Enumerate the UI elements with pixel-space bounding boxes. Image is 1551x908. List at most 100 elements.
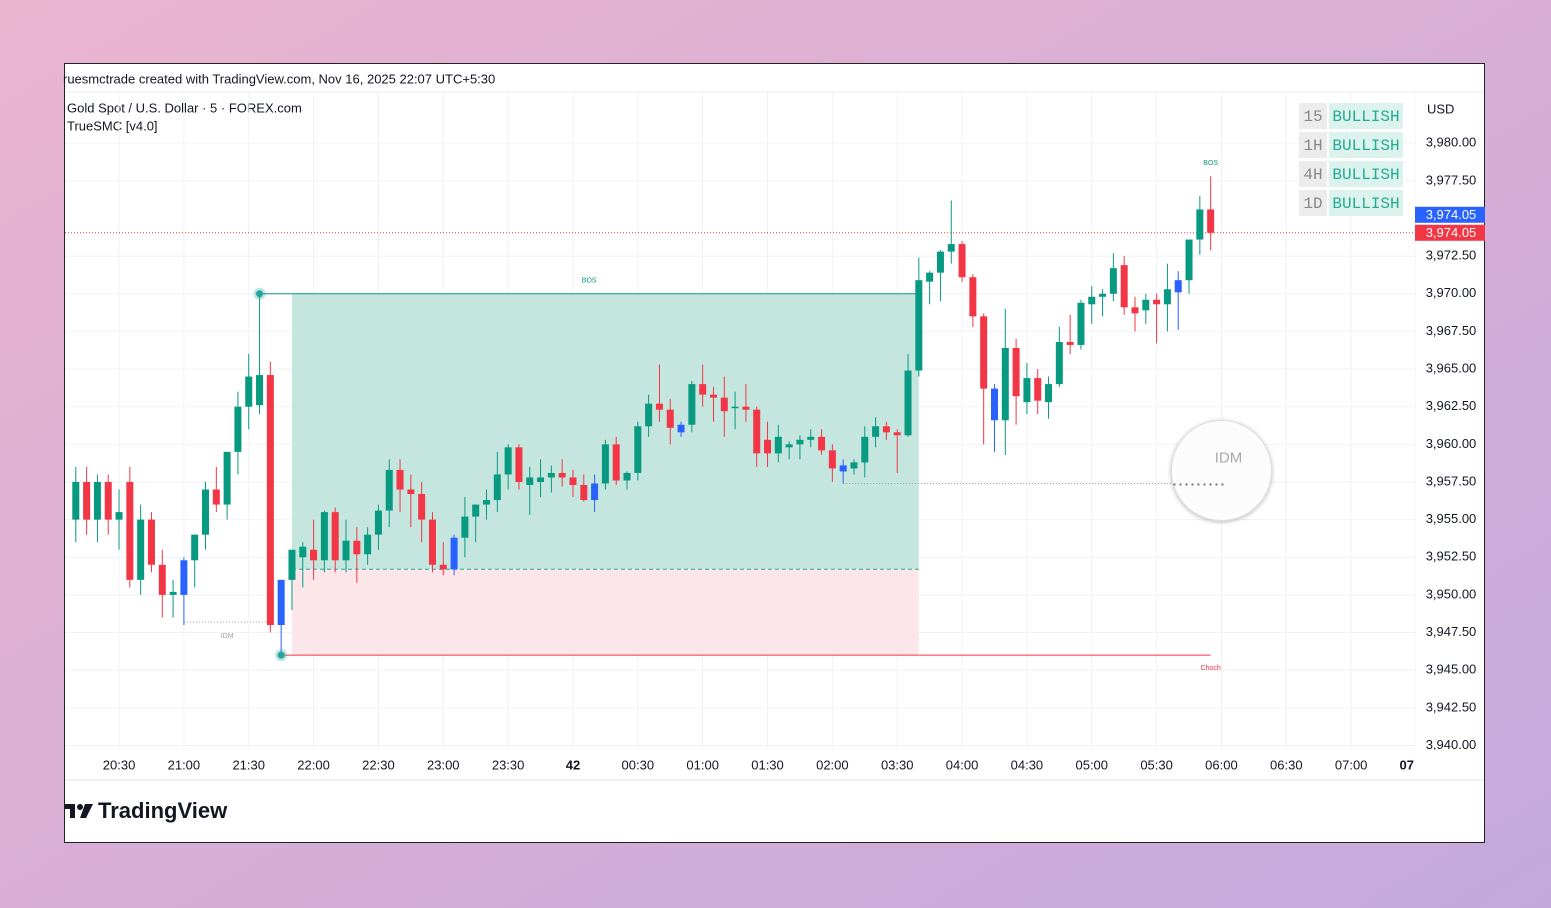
candle-body [709,394,717,398]
candle-body [677,424,685,433]
last-price-label: 3,974.05 [1426,207,1477,222]
y-tick-label: 3,960.00 [1426,436,1477,451]
y-tick-label: 3,950.00 [1426,586,1477,601]
x-tick-label: 21:00 [168,757,201,772]
y-tick-label: 3,977.50 [1426,172,1477,187]
candle-body [893,432,901,436]
bias-timeframe: 15 [1303,108,1322,126]
bias-trend-cell [1329,103,1403,129]
candle-body [904,370,912,436]
plot-area [65,92,1416,750]
candle-body [623,472,631,481]
candle-body [266,375,274,626]
bias-trend-cell [1329,132,1403,158]
candle-body [342,540,350,561]
candle-body [850,462,858,469]
candle-body [331,512,339,561]
y-tick-label: 3,957.50 [1426,473,1477,488]
bias-trend: BULLISH [1332,137,1399,155]
candle-body [1207,209,1215,233]
candle-body [742,406,750,410]
bias-timeframe: 1H [1303,137,1322,155]
candle-body [666,409,674,428]
candle-body [515,447,523,482]
attribution: ruesmctrade created with TradingView.com… [63,71,495,86]
candle-body [1185,239,1193,281]
x-tick-label: 05:00 [1075,757,1108,772]
candle-body [537,477,545,482]
candle-body [147,519,155,565]
candle-body [245,376,253,407]
level-label: BOS [1203,160,1218,167]
candle-body [591,483,599,501]
candle-body [158,564,166,595]
x-tick-label: 42 [566,757,580,772]
candle-body [872,426,880,437]
candle-body [299,546,307,558]
x-tick-label: 03:30 [881,757,914,772]
last-price-tag [1415,224,1485,241]
candle-body [980,316,988,389]
candle-body [277,579,285,626]
y-tick-label: 3,942.50 [1426,699,1477,714]
candle-body [861,436,869,463]
candle-body [439,564,447,570]
candle-body [558,472,566,478]
level-label: IDM [221,633,234,640]
candle-body [396,469,404,490]
x-tick-label: 05:30 [1140,757,1173,772]
x-tick-label: 04:30 [1011,757,1044,772]
y-tick-label: 3,945.00 [1426,662,1477,677]
level-label: Choch [1201,665,1221,672]
y-tick-label: 3,965.00 [1426,360,1477,375]
candle-body [796,439,804,445]
x-tick-label: 07 [1400,757,1414,772]
zone [291,569,919,656]
candle-body [374,510,382,535]
x-tick-label: 23:30 [492,757,525,772]
candle-body [202,489,210,535]
candle-body [1153,299,1161,305]
x-tick-label: 00:30 [622,757,655,772]
brand: TradingView [98,798,228,823]
candle-body [645,403,653,427]
bias-tf-cell [1299,161,1327,187]
candle-body [1142,299,1150,311]
candle-body [580,484,588,501]
x-tick-label: 02:00 [816,757,849,772]
candle-body [655,403,663,410]
candle-body [785,444,793,448]
bias-trend-cell [1329,161,1403,187]
candle-body [1012,347,1020,397]
y-tick-label: 3,947.50 [1426,624,1477,639]
candle-body [990,388,998,421]
pivot [277,651,285,659]
candle-body [461,516,469,538]
candle-body [547,472,555,478]
candle-body [915,280,923,371]
candle-body [256,375,264,406]
candle-body [839,465,847,472]
candle-body [947,244,955,252]
candle-body [969,277,977,317]
y-tick-label: 3,970.00 [1426,285,1477,300]
y-tick-label: 3,980.00 [1426,135,1477,150]
candle-body [407,489,415,495]
bias-timeframe: 1D [1303,195,1322,213]
candle-body [1001,347,1009,421]
bias-trend: BULLISH [1332,108,1399,126]
candle-body [364,534,372,555]
candle-body [1066,341,1074,345]
bias-tf-cell [1299,132,1327,158]
candle-body [169,591,177,595]
candle-body [450,537,458,570]
candle-body [234,406,242,452]
overlay: 20:30 21:00 21:30 22:00 22:30 23:00 23:30 42 00:… [103,103,1485,772]
bias-tf-cell [1299,103,1327,129]
candle-body [731,406,739,409]
currency: USD [1427,101,1454,116]
candle-body [223,451,231,505]
y-tick-label: 3,952.50 [1426,549,1477,564]
candle-body [958,244,966,278]
